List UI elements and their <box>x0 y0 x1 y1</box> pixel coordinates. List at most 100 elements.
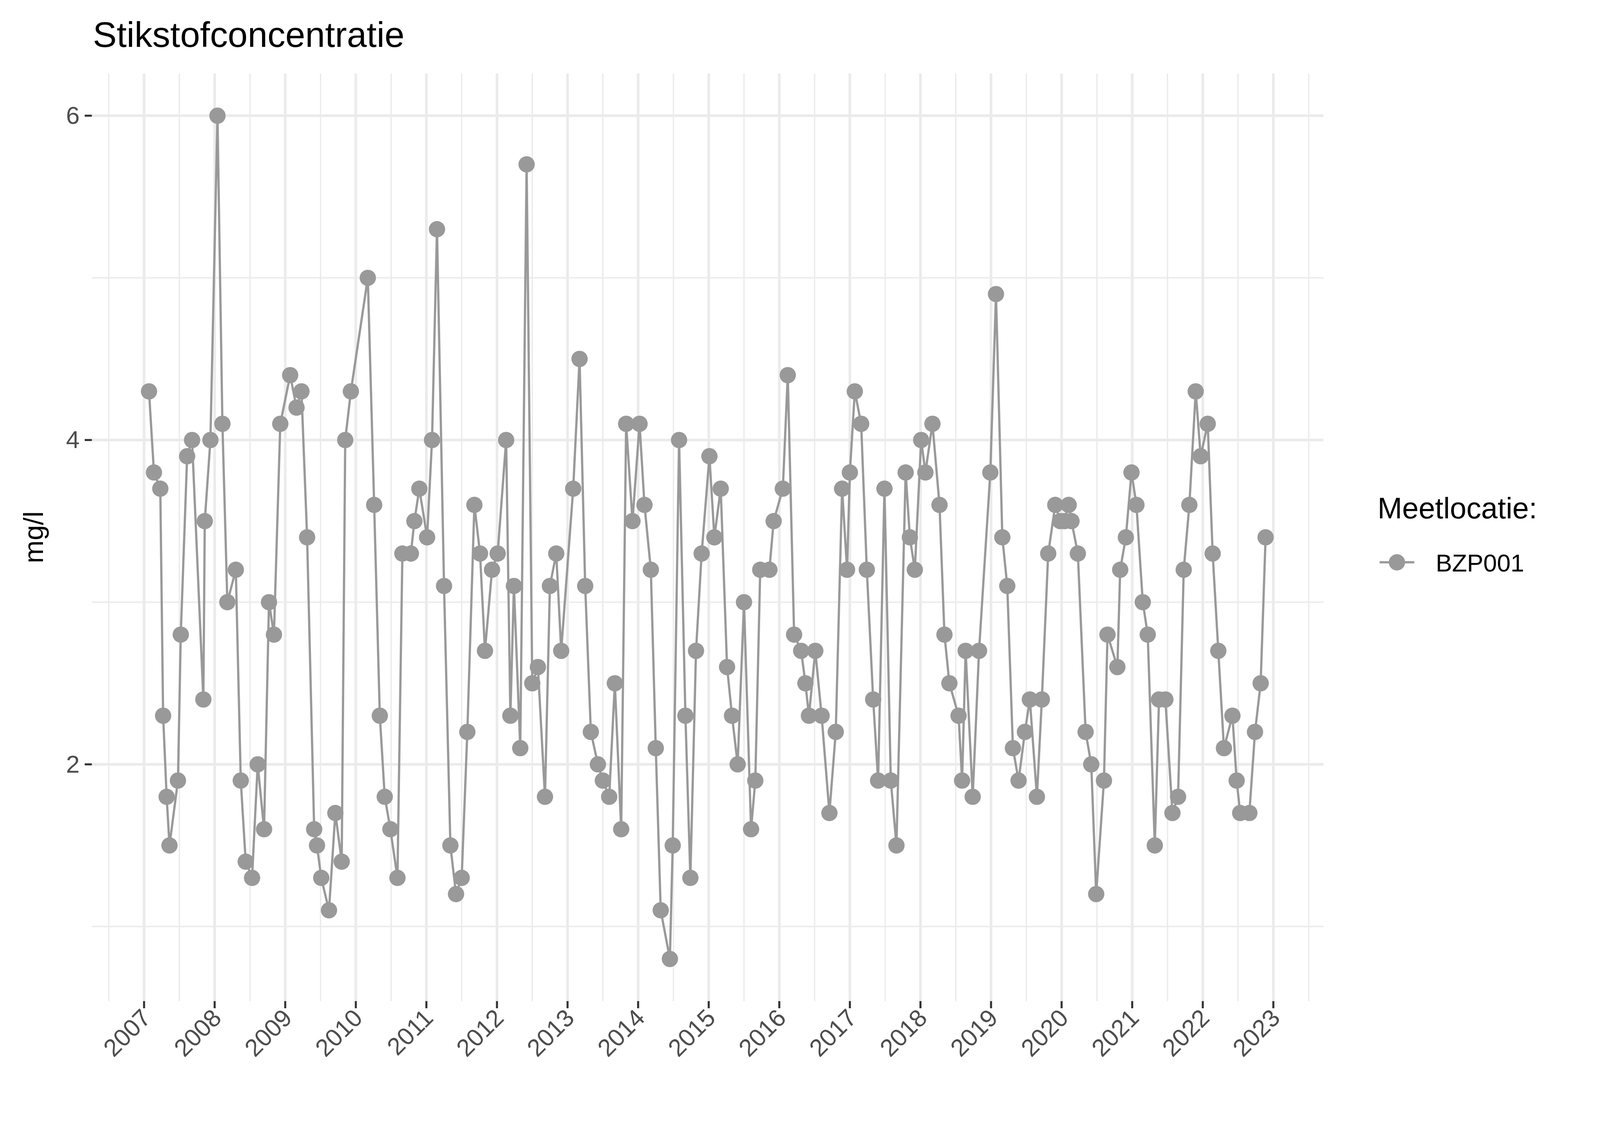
data-point <box>1063 512 1080 530</box>
tick-label: 2019 <box>944 1003 1003 1062</box>
tick-label: 2017 <box>803 1003 862 1062</box>
data-point <box>1146 837 1163 854</box>
grid-line <box>354 73 358 1002</box>
tick-mark <box>1201 1001 1204 1009</box>
tick-mark <box>637 1001 640 1009</box>
data-point <box>524 675 541 692</box>
tick-mark <box>989 1001 992 1009</box>
data-point <box>901 529 918 546</box>
data-point <box>876 480 893 497</box>
data-point <box>237 853 254 870</box>
data-point <box>792 642 810 659</box>
data-point <box>723 707 741 724</box>
grid-line <box>989 73 993 1002</box>
grid-line <box>919 73 922 1002</box>
data-point <box>366 496 383 514</box>
data-point <box>729 756 746 773</box>
tick-label: 2 <box>66 750 80 778</box>
data-point <box>682 869 699 886</box>
tick-mark <box>1272 1001 1275 1009</box>
legend: Meetlocatie: BZP001 <box>1377 491 1538 577</box>
data-point <box>950 707 967 724</box>
data-point <box>471 545 489 562</box>
data-point <box>219 594 236 611</box>
data-point <box>529 658 547 676</box>
data-point <box>327 804 344 822</box>
data-point <box>693 545 710 562</box>
data-point <box>505 577 523 595</box>
data-point <box>512 739 529 757</box>
data-point <box>249 756 267 773</box>
tick-label: 2016 <box>733 1003 792 1062</box>
data-point <box>448 885 465 903</box>
data-point <box>209 107 226 124</box>
minor-grid-line <box>602 73 604 1002</box>
data-point <box>145 464 163 481</box>
data-point <box>712 480 729 497</box>
grid-line <box>636 73 640 1002</box>
data-point <box>476 642 494 659</box>
data-point <box>214 415 231 433</box>
minor-grid-line <box>1237 73 1239 1002</box>
data-point <box>589 756 607 773</box>
tick-mark <box>1060 1001 1063 1009</box>
data-point <box>282 366 299 384</box>
data-point <box>359 269 377 286</box>
data-point <box>541 577 559 595</box>
grid-line <box>142 73 146 1002</box>
tick-mark <box>425 1001 428 1009</box>
data-point <box>841 464 859 481</box>
data-point <box>664 837 681 854</box>
data-point <box>987 285 1005 303</box>
data-point <box>1139 626 1156 643</box>
data-point <box>518 156 535 173</box>
data-point <box>371 707 388 724</box>
data-point <box>428 221 446 238</box>
data-point <box>1016 723 1034 741</box>
grid-line <box>778 73 781 1002</box>
data-point <box>1004 739 1022 757</box>
data-point <box>624 512 641 530</box>
data-point <box>169 772 187 789</box>
tick-label: 2012 <box>450 1003 509 1062</box>
minor-grid-line <box>814 73 816 1002</box>
data-point <box>293 383 310 400</box>
data-point <box>161 837 178 854</box>
data-point <box>864 691 882 708</box>
data-point <box>701 448 718 465</box>
data-point <box>994 529 1011 546</box>
data-point <box>813 707 831 724</box>
tick-mark <box>84 114 92 117</box>
data-point <box>202 432 219 449</box>
data-point <box>320 901 338 919</box>
data-point <box>1224 707 1241 724</box>
data-point <box>882 772 900 789</box>
data-point <box>888 837 905 854</box>
grid-line <box>1201 73 1205 1002</box>
tick-label: 6 <box>66 101 80 129</box>
minor-grid-line <box>743 73 745 1002</box>
tick-label: 2021 <box>1085 1003 1144 1062</box>
data-point <box>765 512 783 530</box>
axes: 2462007200820092010201120122013201420152… <box>17 101 1286 1062</box>
minor-grid-line <box>1166 73 1168 1002</box>
data-point <box>442 837 459 854</box>
data-point <box>982 464 999 481</box>
data-point <box>839 561 856 579</box>
grid-line <box>1060 73 1063 1002</box>
data-point <box>912 432 930 449</box>
tick-mark <box>707 1001 710 1009</box>
tick-label: 2009 <box>239 1003 297 1062</box>
data-point <box>1192 448 1209 465</box>
tick-label: 2008 <box>168 1003 227 1062</box>
minor-grid-line <box>178 73 180 1002</box>
data-point <box>411 480 428 497</box>
data-point <box>1252 675 1269 692</box>
data-point <box>1117 529 1134 546</box>
data-point <box>1157 691 1174 708</box>
data-point <box>642 561 659 579</box>
data-point <box>1181 496 1198 514</box>
legend-title: Meetlocatie: <box>1377 491 1538 525</box>
data-point <box>652 901 670 919</box>
legend-label: BZP001 <box>1435 549 1525 577</box>
